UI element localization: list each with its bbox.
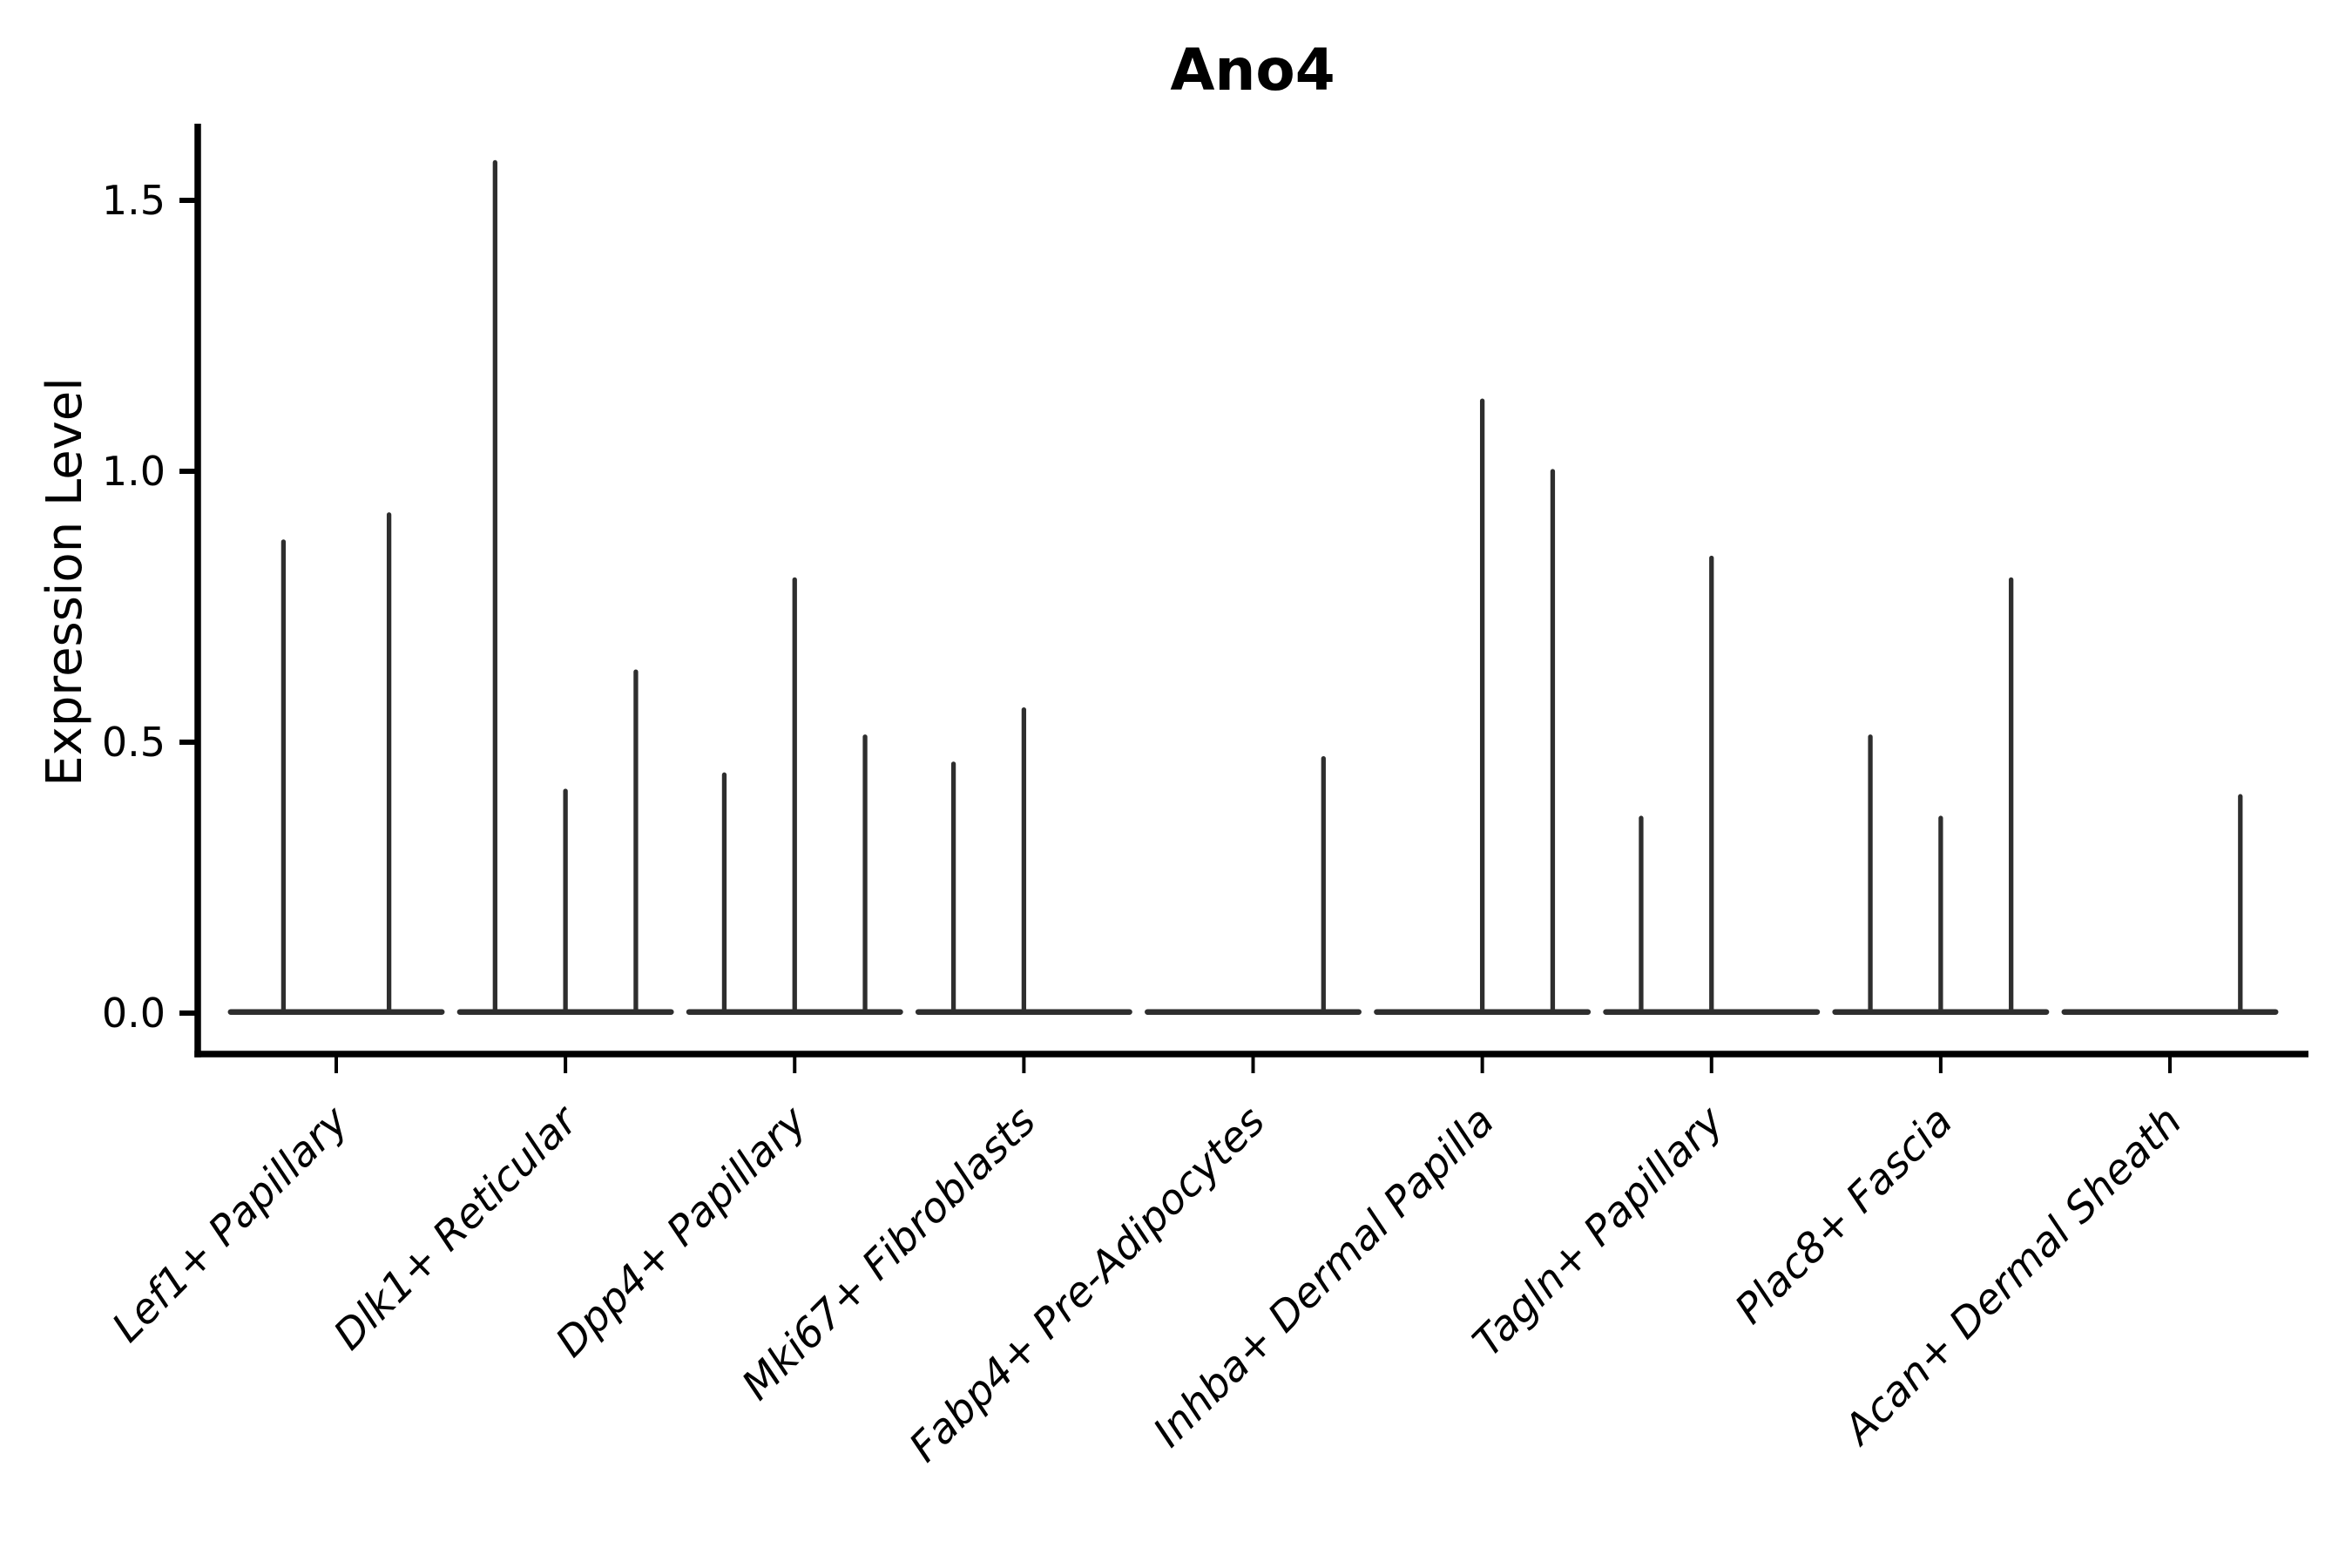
violin-category — [2061, 794, 2279, 1015]
violin-category — [1603, 555, 1821, 1015]
y-tick-label: 1.0 — [102, 448, 166, 495]
y-tick-label: 0.0 — [102, 990, 166, 1037]
violin-category — [686, 577, 903, 1015]
y-axis-ticks: 0.0 0.5 1.0 1.5 — [102, 177, 198, 1037]
violin-category — [915, 707, 1132, 1015]
violins — [227, 159, 2279, 1015]
y-tick-label: 0.5 — [102, 719, 166, 766]
y-tick-label: 1.5 — [102, 177, 166, 224]
violin-category — [227, 512, 445, 1015]
violin-category — [1374, 398, 1592, 1015]
chart-title: Ano4 — [1170, 37, 1335, 104]
y-axis-label: Expression Level — [37, 377, 93, 787]
violin-category — [1145, 756, 1362, 1015]
violin-category — [456, 159, 674, 1015]
violin-category — [1832, 577, 2050, 1015]
